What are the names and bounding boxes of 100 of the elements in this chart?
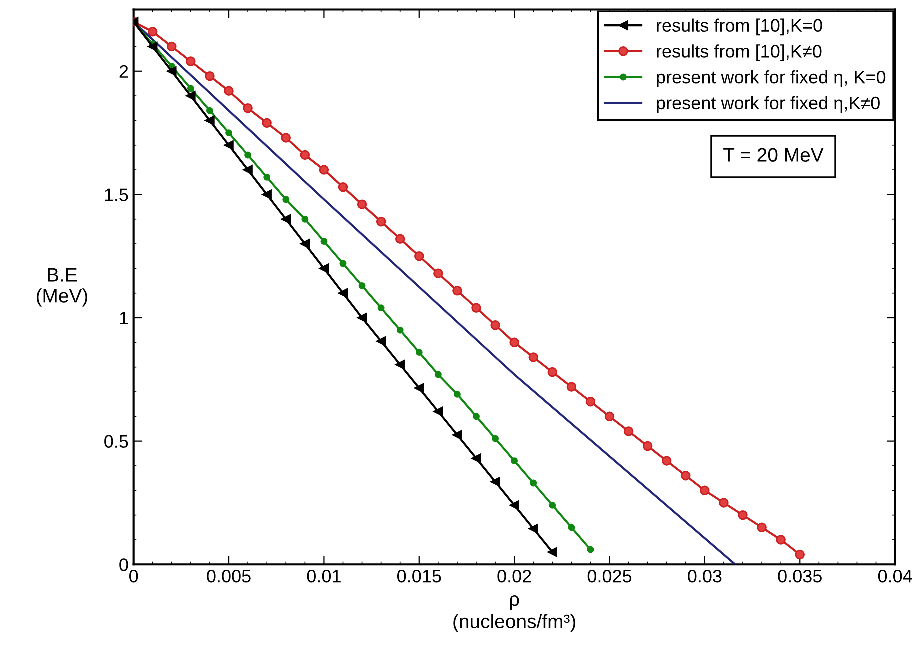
point <box>414 383 424 394</box>
point <box>224 140 234 150</box>
point <box>358 282 366 290</box>
point <box>187 85 194 92</box>
point <box>719 498 729 508</box>
y-tick-label: 1.5 <box>105 188 128 202</box>
point <box>548 547 558 558</box>
point <box>414 251 424 262</box>
point <box>624 426 634 436</box>
point <box>244 152 252 159</box>
legend-label: results from [10],K≠0 <box>657 44 822 62</box>
point <box>738 510 748 520</box>
point <box>700 486 710 496</box>
y-tick-label: 2 <box>120 65 128 78</box>
x-tick-label: 0.03 <box>688 570 722 583</box>
point <box>490 320 500 330</box>
point <box>549 502 556 509</box>
point <box>510 338 520 348</box>
point <box>167 66 177 76</box>
point <box>472 454 482 464</box>
point <box>281 214 291 224</box>
point <box>206 107 214 114</box>
point <box>528 524 538 534</box>
legend-label: present work for fixed η,K≠0 <box>657 96 880 114</box>
y-axis-title: B.E (MeV) <box>36 268 88 307</box>
point <box>662 456 672 466</box>
x-tick-label: 0.02 <box>498 570 532 583</box>
point <box>167 42 177 52</box>
point <box>548 367 558 378</box>
point <box>568 524 576 532</box>
point <box>148 27 158 37</box>
point <box>262 118 272 128</box>
point <box>776 535 786 545</box>
x-tick-label: 0.035 <box>778 570 822 583</box>
point <box>264 174 271 181</box>
point <box>319 264 330 274</box>
point <box>338 182 348 192</box>
point <box>586 397 596 407</box>
point <box>528 352 538 362</box>
y-tick-label: 0 <box>120 558 128 572</box>
point <box>395 360 406 370</box>
point <box>357 313 368 323</box>
point <box>357 200 368 210</box>
x-tick-label: 0.025 <box>588 570 632 583</box>
x-tick-label: 0 <box>130 570 138 583</box>
point <box>302 216 309 223</box>
x-tick-label: 0.015 <box>398 570 442 583</box>
point <box>396 326 404 334</box>
point <box>376 336 386 346</box>
x-tick-label: 0.04 <box>878 570 912 583</box>
legend-label: present work for fixed η, K=0 <box>657 70 886 88</box>
point <box>434 371 442 378</box>
point <box>340 260 347 268</box>
point <box>320 238 328 246</box>
point <box>262 190 272 200</box>
x-tick-label: 0.01 <box>307 570 341 583</box>
x-axis-title: ρ (nucleons/fm³) <box>454 595 576 632</box>
point <box>492 435 500 442</box>
point <box>642 441 653 452</box>
point <box>434 406 444 417</box>
y-tick-label: 1 <box>120 312 128 325</box>
point <box>224 86 234 96</box>
point <box>472 303 482 314</box>
point <box>186 56 196 66</box>
point <box>319 165 330 175</box>
point <box>454 390 461 398</box>
point <box>566 382 577 392</box>
point <box>511 458 518 465</box>
point <box>281 133 291 143</box>
x-tick-label: 0.005 <box>207 570 251 583</box>
point <box>416 349 423 356</box>
point <box>300 150 310 160</box>
point <box>282 196 290 204</box>
point <box>530 480 538 487</box>
annotation: T = 20 MeV <box>724 148 824 162</box>
point <box>434 268 444 278</box>
point <box>490 477 500 487</box>
point <box>795 550 805 560</box>
point <box>205 116 215 126</box>
point <box>473 413 480 420</box>
point <box>510 500 520 510</box>
point <box>604 412 615 422</box>
point <box>186 91 196 101</box>
point <box>452 286 462 296</box>
y-tick-label: 0.5 <box>104 435 128 448</box>
point <box>148 42 158 52</box>
point <box>587 546 594 554</box>
point <box>338 288 348 298</box>
point <box>757 522 767 532</box>
point <box>395 234 406 244</box>
point <box>205 71 215 82</box>
point <box>226 130 232 137</box>
point <box>378 304 385 312</box>
point <box>376 216 386 227</box>
point <box>452 430 462 440</box>
legend-label: results from [10],K=0 <box>657 18 822 36</box>
point <box>243 165 253 175</box>
point <box>243 104 253 114</box>
point <box>681 470 691 481</box>
point <box>300 239 310 249</box>
